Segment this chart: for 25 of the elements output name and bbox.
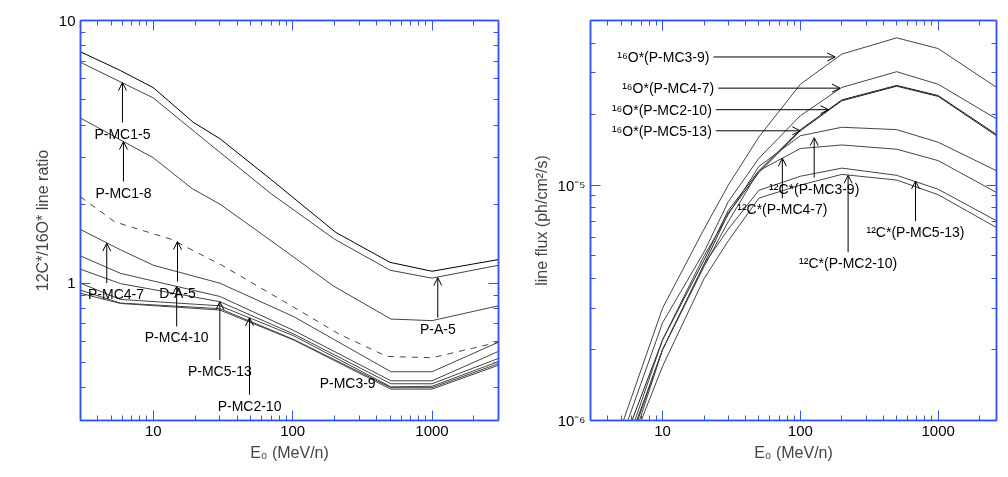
annotation: ¹²C*(P-MC5-13) [866,224,965,241]
annotation: ¹⁶O*(P-MC4-7) [622,80,715,97]
annotation: ¹²C*(P-MC2-10) [799,255,898,272]
annotation: P-MC2-10 [217,397,282,414]
annotation: ¹⁶O*(P-MC5-13) [611,122,712,139]
x-tick-label: 1000 [921,421,955,439]
annotation: P-MC1-8 [95,184,152,201]
annotation: ¹²C*(P-MC4-7) [737,201,828,218]
x-tick-label: 100 [787,421,813,439]
annotation: ¹⁶O*(P-MC3-9) [617,48,710,65]
x-tick-label: 1000 [415,421,449,439]
y-tick-label: 1 [67,274,76,292]
y-axis-title: line flux (ph/cm²/s) [532,155,550,286]
y-tick-label: 10⁻⁵ [557,176,586,194]
x-tick-label: 10 [145,421,162,439]
annotation: P-A-5 [419,320,456,337]
x-axis-title: E₀ (MeV/n) [754,443,833,461]
x-tick-label: 10 [654,421,671,439]
annotation: ¹⁶O*(P-MC2-10) [611,101,712,118]
annotation: P-MC3-9 [319,375,376,392]
annotation: P-MC4-10 [144,329,209,346]
x-axis-title: E₀ (MeV/n) [250,443,329,461]
x-tick-label: 100 [280,421,306,439]
y-axis-title: 12C*/16O* line ratio [33,149,51,292]
y-tick-label: 10⁻⁶ [557,412,586,429]
